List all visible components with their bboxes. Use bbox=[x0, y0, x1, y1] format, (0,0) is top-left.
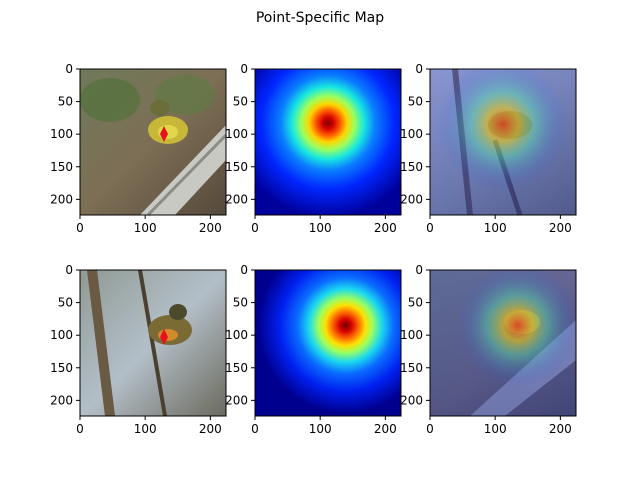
axes-r1-c1: 0 100 200 0 50 100 150 200 bbox=[50, 62, 227, 235]
axes-frame bbox=[254, 269, 402, 417]
y-tick-label: 150 bbox=[400, 160, 423, 174]
x-tick-label: 0 bbox=[426, 422, 434, 436]
y-tick-label: 100 bbox=[400, 127, 423, 141]
y-tick-label: 150 bbox=[50, 160, 73, 174]
x-tick-label: 0 bbox=[76, 221, 84, 235]
axes-frame bbox=[79, 68, 227, 216]
y-tick-label: 50 bbox=[58, 296, 73, 310]
y-tick-label: 50 bbox=[58, 95, 73, 109]
panel-r2-c1 bbox=[80, 269, 226, 417]
x-tick-label: 0 bbox=[251, 422, 259, 436]
y-tick-label: 50 bbox=[233, 296, 248, 310]
x-tick-label: 200 bbox=[199, 422, 222, 436]
y-tick-label: 0 bbox=[240, 62, 248, 76]
x-tick-label: 200 bbox=[199, 221, 222, 235]
panel-r1-c2 bbox=[255, 69, 401, 215]
x-tick-label: 100 bbox=[309, 221, 332, 235]
query-point-marker bbox=[160, 329, 168, 345]
panel-r2-c2 bbox=[255, 270, 401, 416]
query-point-marker bbox=[160, 126, 168, 142]
x-tick-label: 200 bbox=[374, 422, 397, 436]
y-tick-label: 150 bbox=[50, 361, 73, 375]
y-tick-label: 150 bbox=[225, 160, 248, 174]
axes-frame bbox=[429, 269, 577, 417]
y-tick-label: 150 bbox=[400, 361, 423, 375]
x-tick-label: 0 bbox=[76, 422, 84, 436]
x-tick-label: 100 bbox=[134, 422, 157, 436]
y-tick-label: 200 bbox=[400, 192, 423, 206]
y-tick-label: 200 bbox=[50, 393, 73, 407]
x-tick-label: 200 bbox=[549, 221, 572, 235]
panel-r2-c3 bbox=[430, 270, 576, 416]
x-tick-label: 0 bbox=[251, 221, 259, 235]
y-tick-label: 0 bbox=[65, 62, 73, 76]
y-tick-label: 50 bbox=[233, 95, 248, 109]
y-tick-label: 100 bbox=[225, 328, 248, 342]
y-tick-label: 0 bbox=[65, 263, 73, 277]
y-tick-label: 200 bbox=[225, 192, 248, 206]
x-tick-label: 0 bbox=[426, 221, 434, 235]
axes-frame bbox=[254, 68, 402, 216]
y-tick-label: 50 bbox=[408, 296, 423, 310]
axes-frame bbox=[429, 68, 577, 216]
axes-r1-c3: 0 100 200 0 50 100 150 200 bbox=[400, 62, 577, 235]
y-tick-label: 0 bbox=[240, 263, 248, 277]
y-tick-label: 0 bbox=[415, 62, 423, 76]
panel-r1-c3 bbox=[430, 68, 576, 216]
axes-r2-c3: 0 100 200 0 50 100 150 200 bbox=[400, 263, 577, 436]
y-tick-label: 200 bbox=[225, 393, 248, 407]
axes-frame bbox=[79, 269, 227, 417]
y-tick-label: 150 bbox=[225, 361, 248, 375]
x-tick-label: 100 bbox=[484, 422, 507, 436]
y-tick-label: 100 bbox=[225, 127, 248, 141]
axes-r2-c1: 0 100 200 0 50 100 150 200 bbox=[50, 263, 227, 436]
y-tick-label: 100 bbox=[50, 328, 73, 342]
panel-r1-c1 bbox=[80, 69, 228, 217]
x-tick-label: 200 bbox=[549, 422, 572, 436]
axes-r2-c2: 0 100 200 0 50 100 150 200 bbox=[225, 263, 402, 436]
y-tick-label: 0 bbox=[415, 263, 423, 277]
x-tick-label: 200 bbox=[374, 221, 397, 235]
figure-title: Point-Specific Map bbox=[256, 10, 384, 26]
axes-r1-c2: 0 100 200 0 50 100 150 200 bbox=[225, 62, 402, 235]
y-tick-label: 200 bbox=[50, 192, 73, 206]
x-tick-label: 100 bbox=[484, 221, 507, 235]
y-tick-label: 200 bbox=[400, 393, 423, 407]
y-tick-label: 100 bbox=[400, 328, 423, 342]
x-tick-label: 100 bbox=[309, 422, 332, 436]
y-tick-label: 50 bbox=[408, 95, 423, 109]
y-tick-label: 100 bbox=[50, 127, 73, 141]
x-tick-label: 100 bbox=[134, 221, 157, 235]
